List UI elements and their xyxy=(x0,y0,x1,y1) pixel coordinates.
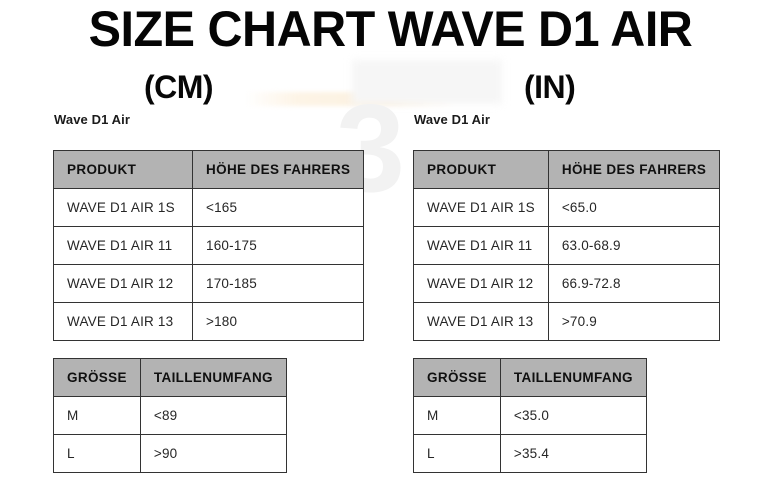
cell-rider-height: 63.0-68.9 xyxy=(547,226,721,265)
cell-product: WAVE D1 AIR 11 xyxy=(413,226,549,265)
table-row: WAVE D1 AIR 13 >180 xyxy=(53,302,365,341)
cell-size: M xyxy=(413,396,501,435)
watermark-band xyxy=(245,92,455,106)
cell-product: WAVE D1 AIR 1S xyxy=(53,188,193,227)
table-row: L >35.4 xyxy=(413,434,647,473)
waist-size-table-in: GRÖSSE TAILLENUMFANG M <35.0 L >35.4 xyxy=(413,358,647,473)
unit-label-in: (IN) xyxy=(524,69,576,105)
cell-size: L xyxy=(413,434,501,473)
rider-height-table-cm: PRODUKT HÖHE DES FAHRERS WAVE D1 AIR 1S … xyxy=(53,150,365,341)
column-header-groesse: GRÖSSE xyxy=(413,358,501,397)
table-header-row: GRÖSSE TAILLENUMFANG xyxy=(413,358,647,397)
table-row: WAVE D1 AIR 11 63.0-68.9 xyxy=(413,226,721,265)
cell-rider-height: <165 xyxy=(191,188,365,227)
cell-size: L xyxy=(53,434,141,473)
cell-waist: <89 xyxy=(139,396,287,435)
cell-rider-height: 170-185 xyxy=(191,264,365,303)
column-header-taillenumfang: TAILLENUMFANG xyxy=(499,358,647,397)
table-row: M <89 xyxy=(53,396,287,435)
cell-rider-height: <65.0 xyxy=(547,188,721,227)
column-header-produkt: PRODUKT xyxy=(413,150,549,189)
caption-right: Wave D1 Air xyxy=(414,112,490,127)
table-row: WAVE D1 AIR 1S <65.0 xyxy=(413,188,721,227)
cell-waist: >90 xyxy=(139,434,287,473)
table-row: WAVE D1 AIR 12 170-185 xyxy=(53,264,365,303)
cell-rider-height: 160-175 xyxy=(191,226,365,265)
cell-product: WAVE D1 AIR 13 xyxy=(413,302,549,341)
table-row: WAVE D1 AIR 12 66.9-72.8 xyxy=(413,264,721,303)
cell-size: M xyxy=(53,396,141,435)
table-row: WAVE D1 AIR 13 >70.9 xyxy=(413,302,721,341)
waist-size-table-cm: GRÖSSE TAILLENUMFANG M <89 L >90 xyxy=(53,358,287,473)
cell-product: WAVE D1 AIR 12 xyxy=(413,264,549,303)
table-row: M <35.0 xyxy=(413,396,647,435)
cell-product: WAVE D1 AIR 11 xyxy=(53,226,193,265)
cell-product: WAVE D1 AIR 12 xyxy=(53,264,193,303)
watermark-block xyxy=(352,60,502,104)
caption-left: Wave D1 Air xyxy=(54,112,130,127)
rider-height-table-in: PRODUKT HÖHE DES FAHRERS WAVE D1 AIR 1S … xyxy=(413,150,721,341)
table-header-row: PRODUKT HÖHE DES FAHRERS xyxy=(53,150,365,189)
table-row: WAVE D1 AIR 11 160-175 xyxy=(53,226,365,265)
cell-rider-height: >70.9 xyxy=(547,302,721,341)
table-row: L >90 xyxy=(53,434,287,473)
table-header-row: GRÖSSE TAILLENUMFANG xyxy=(53,358,287,397)
cell-rider-height: >180 xyxy=(191,302,365,341)
table-header-row: PRODUKT HÖHE DES FAHRERS xyxy=(413,150,721,189)
column-header-produkt: PRODUKT xyxy=(53,150,193,189)
table-row: WAVE D1 AIR 1S <165 xyxy=(53,188,365,227)
cell-product: WAVE D1 AIR 13 xyxy=(53,302,193,341)
page-title: SIZE CHART WAVE D1 AIR xyxy=(88,1,693,57)
unit-label-cm: (CM) xyxy=(144,69,214,105)
cell-waist: <35.0 xyxy=(499,396,647,435)
cell-waist: >35.4 xyxy=(499,434,647,473)
column-header-groesse: GRÖSSE xyxy=(53,358,141,397)
cell-rider-height: 66.9-72.8 xyxy=(547,264,721,303)
column-header-rider-height: HÖHE DES FAHRERS xyxy=(191,150,365,189)
column-header-taillenumfang: TAILLENUMFANG xyxy=(139,358,287,397)
cell-product: WAVE D1 AIR 1S xyxy=(413,188,549,227)
column-header-rider-height: HÖHE DES FAHRERS xyxy=(547,150,721,189)
